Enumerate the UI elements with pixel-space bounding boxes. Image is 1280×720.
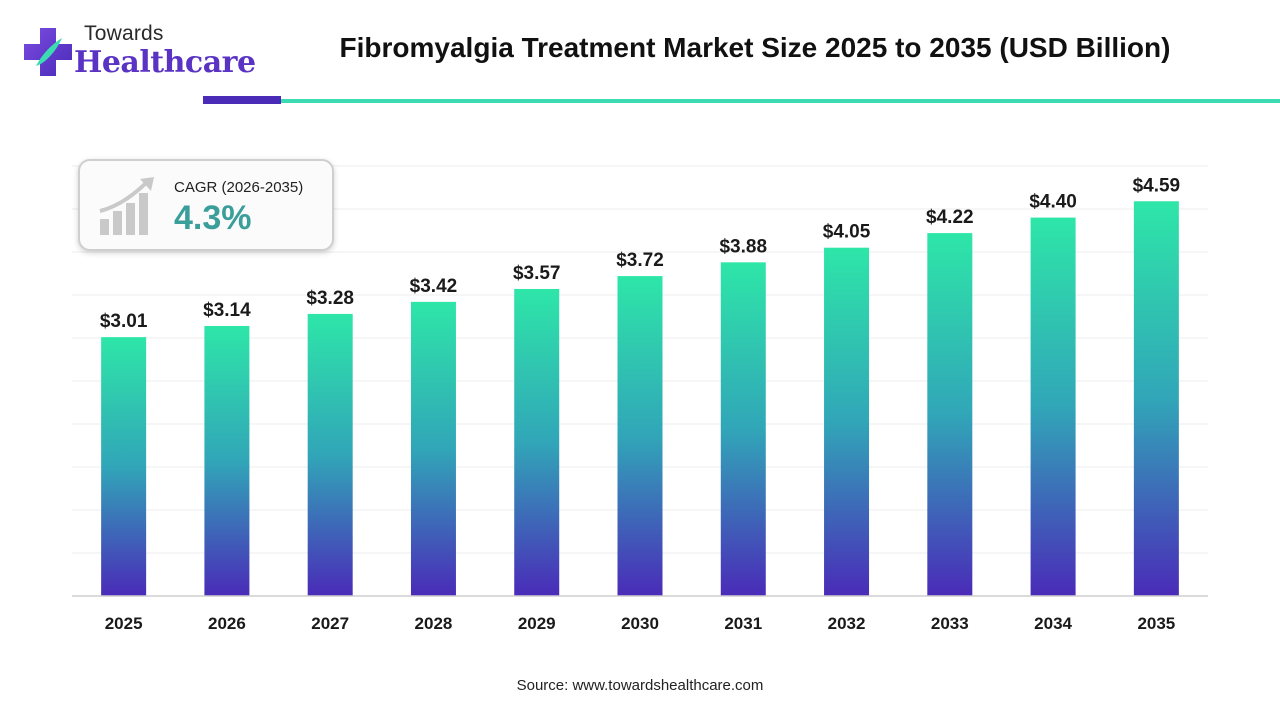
chart-title: Fibromyalgia Treatment Market Size 2025 … xyxy=(339,32,1171,63)
x-tick-2032: 2032 xyxy=(828,614,866,633)
brand-logo: Towards Healthcare xyxy=(22,18,256,88)
brand-main-text: Healthcare xyxy=(74,45,256,80)
x-tick-2034: 2034 xyxy=(1034,614,1072,633)
medical-cross-icon xyxy=(24,28,72,76)
value-label-2028: $3.42 xyxy=(410,276,458,297)
cagr-card: CAGR (2026-2035) 4.3% xyxy=(78,159,334,251)
x-tick-2035: 2035 xyxy=(1137,614,1175,633)
value-label-2030: $3.72 xyxy=(616,250,664,271)
cagr-label: CAGR (2026-2035) xyxy=(174,179,304,196)
value-label-2031: $3.88 xyxy=(719,236,767,257)
bar-2033 xyxy=(927,233,973,596)
bar-2028 xyxy=(410,301,456,596)
source-note: Source: www.towardshealthcare.com xyxy=(516,677,764,694)
value-label-2033: $4.22 xyxy=(926,207,974,228)
bar-2030 xyxy=(617,276,663,596)
x-tick-2029: 2029 xyxy=(518,614,556,633)
bars xyxy=(101,201,1179,596)
value-label-2029: $3.57 xyxy=(513,263,561,284)
x-tick-2026: 2026 xyxy=(208,614,246,633)
title-rule xyxy=(281,99,1280,103)
x-tick-2030: 2030 xyxy=(621,614,659,633)
bar-2034 xyxy=(1030,217,1076,596)
value-label-2027: $3.28 xyxy=(306,288,354,309)
value-label-2034: $4.40 xyxy=(1029,192,1077,213)
x-tick-labels: 2025 2026 2027 2028 2029 2030 2031 2032 2033 2034… xyxy=(105,614,1176,633)
x-tick-2028: 2028 xyxy=(415,614,453,633)
bar-2032 xyxy=(824,247,870,596)
x-tick-2025: 2025 xyxy=(105,614,143,633)
bar-2025 xyxy=(101,337,147,596)
value-labels: $3.01 $3.14 $3.28 $3.42 $3.57 $3.72 $3.88 $4.05… xyxy=(100,175,1180,332)
bar-growth-icon xyxy=(99,177,154,235)
value-label-2032: $4.05 xyxy=(823,222,871,243)
bar-2026 xyxy=(204,325,250,596)
bar-2027 xyxy=(307,313,353,596)
brand-top-text: Towards xyxy=(84,22,164,45)
value-label-2035: $4.59 xyxy=(1133,175,1181,196)
x-tick-2027: 2027 xyxy=(311,614,349,633)
bar-2031 xyxy=(720,262,766,596)
x-tick-2031: 2031 xyxy=(724,614,762,633)
bar-2035 xyxy=(1133,201,1179,596)
title-rule-accent xyxy=(203,96,281,104)
value-label-2026: $3.14 xyxy=(203,300,251,321)
cagr-value: 4.3% xyxy=(174,199,252,237)
x-tick-2033: 2033 xyxy=(931,614,969,633)
value-label-2025: $3.01 xyxy=(100,311,148,332)
bar-2029 xyxy=(514,288,560,596)
